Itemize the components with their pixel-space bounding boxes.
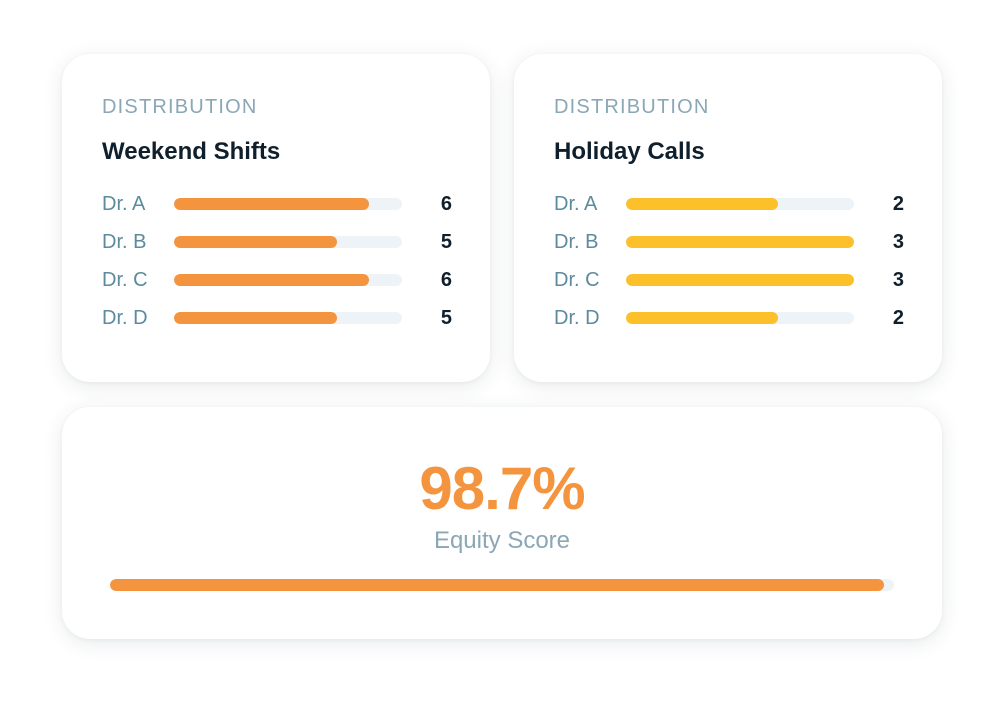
bar-value: 2	[892, 193, 904, 215]
equity-score-track	[110, 579, 894, 591]
holiday-calls-chart: Dr. A 2 Dr. B 3 Dr. C 3 Dr. D 2	[554, 192, 904, 344]
bar-row: Dr. B 3	[554, 230, 904, 268]
bar-label: Dr. A	[554, 193, 598, 215]
bar-label: Dr. B	[554, 231, 599, 253]
card-title: Holiday Calls	[554, 138, 705, 165]
bar-row: Dr. D 2	[554, 306, 904, 344]
bar-row: Dr. D 5	[102, 306, 452, 344]
bar-track	[626, 198, 854, 210]
bar-label: Dr. D	[554, 307, 600, 329]
bar-fill	[626, 274, 854, 286]
bar-fill	[174, 236, 337, 248]
bar-fill	[174, 274, 370, 286]
bar-fill	[174, 198, 370, 210]
bar-value: 6	[440, 269, 452, 291]
card-eyebrow: DISTRIBUTION	[102, 96, 258, 118]
bar-track	[174, 236, 402, 248]
bar-value: 3	[892, 231, 904, 253]
bar-fill	[626, 236, 854, 248]
bar-track	[174, 198, 402, 210]
bar-value: 5	[440, 307, 452, 329]
bar-row: Dr. A 6	[102, 192, 452, 230]
card-title: Weekend Shifts	[102, 138, 281, 165]
bar-label: Dr. C	[554, 269, 600, 291]
bar-row: Dr. A 2	[554, 192, 904, 230]
bar-row: Dr. B 5	[102, 230, 452, 268]
equity-score-label: Equity Score	[433, 527, 571, 554]
bar-value: 2	[892, 307, 904, 329]
card-eyebrow: DISTRIBUTION	[554, 96, 710, 118]
bar-track	[626, 274, 854, 286]
bar-value: 3	[892, 269, 904, 291]
bar-label: Dr. A	[102, 193, 146, 215]
bar-fill	[174, 312, 337, 324]
bar-row: Dr. C 3	[554, 268, 904, 306]
bar-label: Dr. D	[102, 307, 148, 329]
bar-fill	[626, 198, 778, 210]
bar-track	[626, 312, 854, 324]
bar-label: Dr. C	[102, 269, 148, 291]
bar-value: 6	[440, 193, 452, 215]
weekend-shifts-card: DISTRIBUTION Weekend Shifts Dr. A 6 Dr. B 5…	[62, 54, 490, 382]
bar-label: Dr. B	[102, 231, 147, 253]
weekend-shifts-chart: Dr. A 6 Dr. B 5 Dr. C 6 Dr. D 5	[102, 192, 452, 344]
bar-fill	[626, 312, 778, 324]
bar-track	[174, 274, 402, 286]
equity-score-fill	[110, 579, 884, 591]
equity-score-value: 98.7%	[419, 455, 585, 522]
equity-score-card: 98.7% Equity Score	[62, 407, 942, 639]
bar-value: 5	[440, 231, 452, 253]
bar-track	[174, 312, 402, 324]
bar-track	[626, 236, 854, 248]
bar-row: Dr. C 6	[102, 268, 452, 306]
